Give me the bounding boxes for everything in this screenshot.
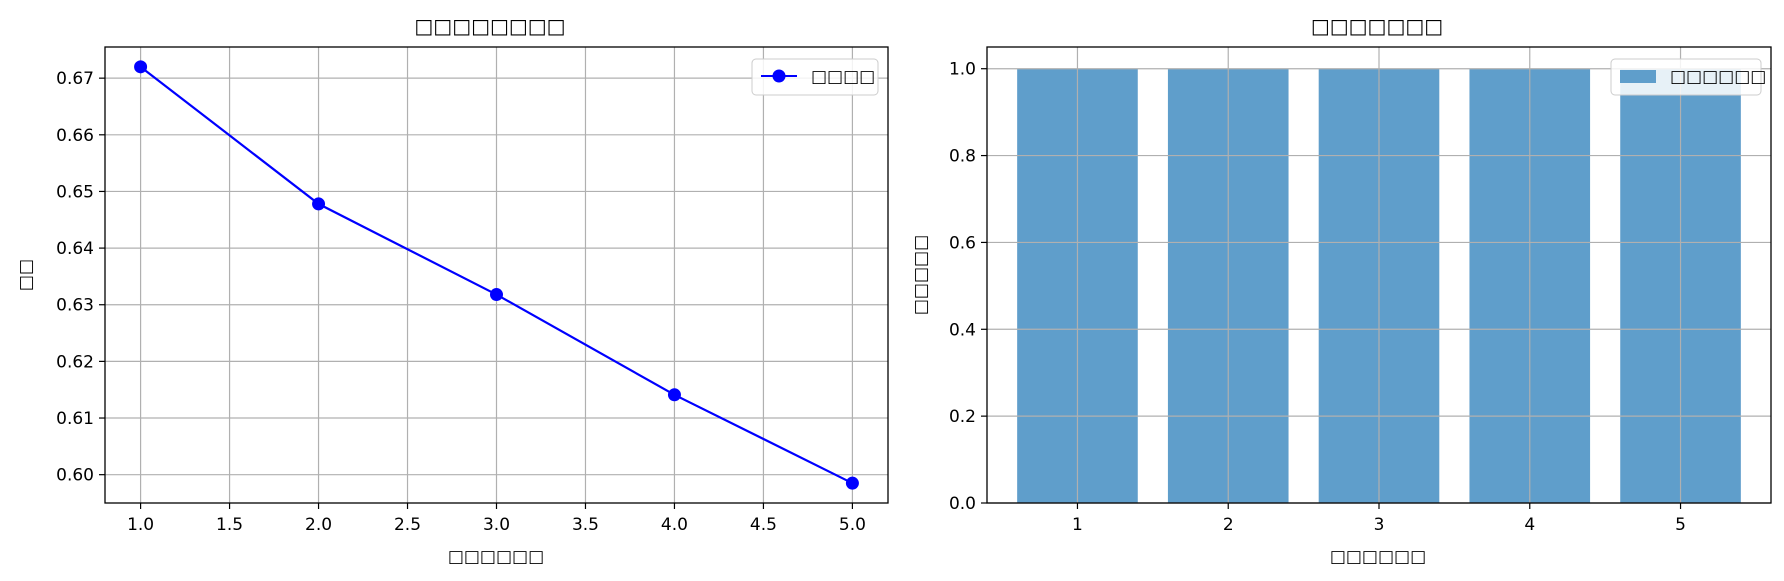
- bar-chart-y-ticks: 0.0 0.2 0.4 0.6 0.8 1.0: [949, 60, 987, 514]
- line-chart-point: [490, 288, 503, 302]
- bar-chart-x-axis-label: □□□□□□: [1330, 547, 1426, 567]
- line-chart-x-tick-label: 1.0: [127, 515, 154, 535]
- bar-chart-x-tick-label: 5: [1675, 515, 1686, 535]
- line-chart-title: □□□□□□□□: [414, 14, 565, 38]
- line-chart-y-tick-label: 0.62: [56, 352, 94, 372]
- bar-chart-legend-box: [1610, 58, 1762, 96]
- bar-chart-legend-swatch: [1620, 70, 1656, 83]
- line-chart-grid: [105, 47, 888, 503]
- line-chart-x-tick-label: 2.5: [394, 515, 421, 535]
- bar-chart-y-tick-label: 0.4: [949, 320, 976, 340]
- line-chart-y-tick-label: 0.60: [56, 466, 94, 486]
- line-chart-x-axis-label: □□□□□□: [448, 547, 544, 567]
- bar-chart-y-axis-label: □□□□□: [911, 235, 931, 315]
- line-chart-x-tick-label: 3.0: [483, 515, 510, 535]
- line-chart-y-tick-label: 0.63: [56, 296, 94, 316]
- bar-chart-y-tick-label: 0.6: [949, 233, 976, 253]
- line-chart-legend-marker: [772, 69, 786, 83]
- line-chart-y-tick-label: 0.64: [56, 239, 94, 259]
- bar-chart-x-tick-label: 3: [1374, 515, 1385, 535]
- line-chart: □□□□□□□□ 1.0 1.5 2.0 2.5 3.0 3.5 4.0 4.5 5.0 0.6…: [16, 14, 889, 567]
- line-chart-point: [312, 197, 326, 211]
- line-chart-legend: □□□□: [751, 58, 879, 96]
- line-chart-y-tick-label: 0.66: [56, 126, 94, 146]
- line-chart-x-tick-label: 5.0: [839, 515, 866, 535]
- bar-chart-y-tick-label: 1.0: [949, 60, 976, 80]
- line-chart-x-tick-label: 2.0: [305, 515, 332, 535]
- line-chart-y-tick-label: 0.65: [56, 182, 94, 202]
- bar-chart-x-ticks: 1 2 3 4 5: [1072, 503, 1686, 535]
- line-chart-x-tick-label: 1.5: [216, 515, 243, 535]
- line-chart-legend-box: [751, 58, 879, 96]
- bar-chart-x-tick-label: 4: [1524, 515, 1535, 535]
- line-chart-y-tick-label: 0.61: [56, 409, 94, 429]
- bar-chart-y-tick-label: 0.8: [949, 147, 976, 167]
- bar-chart-title: □□□□□□□: [1311, 14, 1443, 38]
- line-chart-x-tick-label: 3.5: [572, 515, 599, 535]
- line-chart-point: [845, 476, 859, 490]
- line-chart-y-tick-label: 0.67: [56, 69, 94, 89]
- bar-chart-legend-label: □□□□□□: [1670, 67, 1766, 87]
- bar-chart-x-tick-label: 1: [1072, 515, 1083, 535]
- line-chart-plot-area: [134, 60, 859, 490]
- line-chart-point: [134, 60, 148, 74]
- line-chart-x-tick-label: 4.0: [661, 515, 688, 535]
- line-chart-y-ticks: 0.60 0.61 0.62 0.63 0.64 0.65 0.66 0.67: [56, 69, 105, 486]
- bar-chart-x-tick-label: 2: [1223, 515, 1234, 535]
- bar-chart-y-tick-label: 0.2: [949, 407, 976, 427]
- line-chart-legend-label: □□□□: [811, 67, 875, 87]
- bar-chart-legend: □□□□□□: [1610, 58, 1766, 96]
- line-chart-x-ticks: 1.0 1.5 2.0 2.5 3.0 3.5 4.0 4.5 5.0: [127, 503, 866, 535]
- line-chart-y-axis-label: □□: [16, 259, 36, 291]
- line-chart-point: [667, 388, 681, 402]
- bar-chart-y-tick-label: 0.0: [949, 494, 976, 514]
- line-chart-x-tick-label: 4.5: [750, 515, 777, 535]
